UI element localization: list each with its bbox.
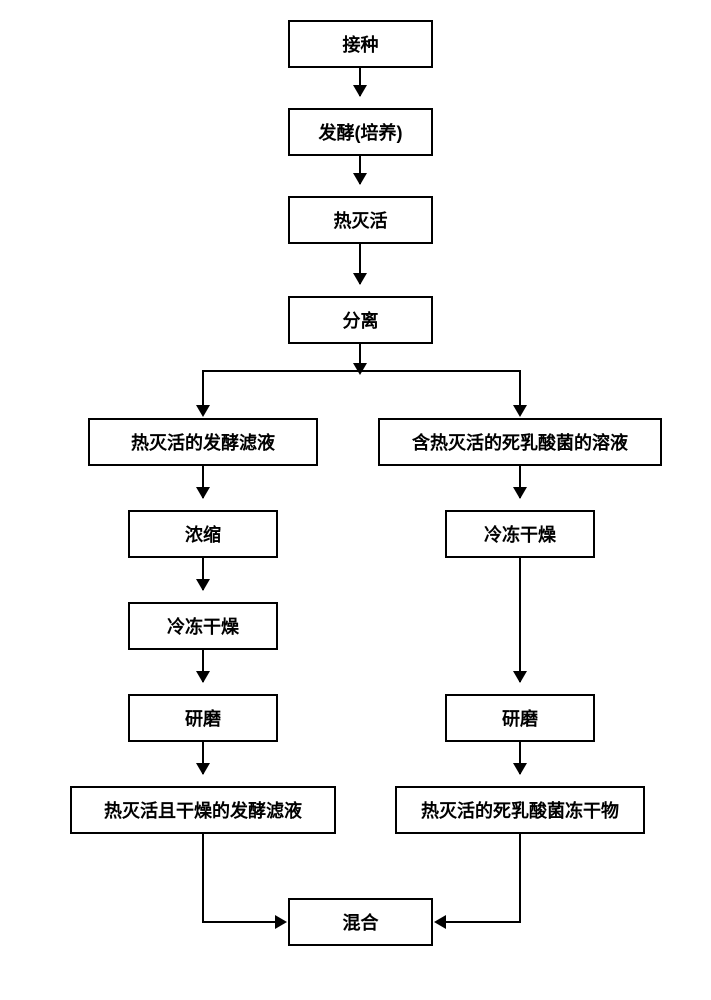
node-separation: 分离 (288, 296, 433, 344)
node-label: 热灭活的死乳酸菌冻干物 (421, 797, 619, 823)
node-concentrate: 浓缩 (128, 510, 278, 558)
node-mix: 混合 (288, 898, 433, 946)
edge-arrowhead-icon (196, 405, 210, 417)
edge-arrow (359, 156, 361, 184)
node-label: 热灭活 (334, 207, 388, 233)
edge-arrowhead-icon (353, 363, 367, 375)
edge-arrow (359, 68, 361, 96)
node-label: 分离 (343, 307, 379, 333)
node-grind-left: 研磨 (128, 694, 278, 742)
node-label: 浓缩 (185, 521, 221, 547)
node-label: 研磨 (185, 705, 221, 731)
node-freeze-dry-right: 冷冻干燥 (445, 510, 595, 558)
edge-line (519, 834, 521, 921)
node-filtrate: 热灭活的发酵滤液 (88, 418, 318, 466)
edge-arrowhead-icon (513, 405, 527, 417)
edge-arrow (519, 466, 521, 498)
edge-arrow (202, 742, 204, 774)
node-label: 热灭活的发酵滤液 (131, 429, 275, 455)
edge-arrow (202, 558, 204, 590)
edge-arrowhead-icon (434, 915, 446, 929)
node-inoculation: 接种 (288, 20, 433, 68)
node-grind-right: 研磨 (445, 694, 595, 742)
edge-line (519, 370, 521, 406)
edge-line (202, 834, 204, 921)
node-freeze-dry-left: 冷冻干燥 (128, 602, 278, 650)
node-label: 研磨 (502, 705, 538, 731)
node-label: 接种 (343, 31, 379, 57)
node-label: 混合 (343, 909, 379, 935)
node-label: 冷冻干燥 (484, 521, 556, 547)
flowchart-container: 接种 发酵(培养) 热灭活 分离 热灭活的发酵滤液 浓缩 冷冻干燥 研磨 热灭活… (0, 0, 711, 1000)
node-fermentation: 发酵(培养) (288, 108, 433, 156)
edge-line (202, 921, 276, 923)
edge-line (445, 921, 521, 923)
node-bacteria-solution: 含热灭活的死乳酸菌的溶液 (378, 418, 662, 466)
edge-arrow (519, 742, 521, 774)
node-lyophilized-bacteria: 热灭活的死乳酸菌冻干物 (395, 786, 645, 834)
edge-arrow (359, 244, 361, 284)
edge-arrow (519, 558, 521, 682)
edge-line (202, 370, 204, 406)
node-label: 含热灭活的死乳酸菌的溶液 (412, 429, 628, 455)
node-dried-filtrate: 热灭活且干燥的发酵滤液 (70, 786, 336, 834)
edge-arrow (202, 650, 204, 682)
edge-arrow (202, 466, 204, 498)
node-label: 发酵(培养) (319, 119, 403, 145)
edge-arrowhead-icon (275, 915, 287, 929)
node-heat-inactivation: 热灭活 (288, 196, 433, 244)
node-label: 冷冻干燥 (167, 613, 239, 639)
node-label: 热灭活且干燥的发酵滤液 (104, 797, 302, 823)
